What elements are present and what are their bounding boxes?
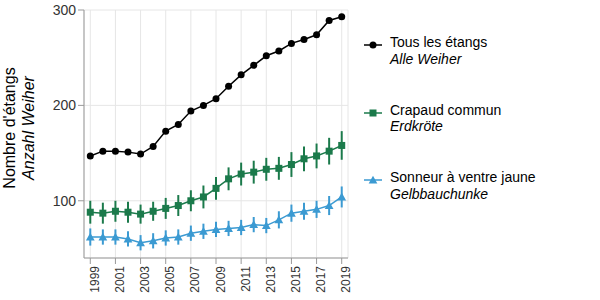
- html-text:Erdkröte: Erdkröte: [390, 118, 443, 135]
- html-text:Crapaud commun: Crapaud commun: [390, 101, 502, 118]
- html-text:Nombre d'étangs: Nombre d'étangs: [1, 67, 18, 189]
- svg-text:2005: 2005: [163, 266, 177, 293]
- html-text:Alle Weiher: Alle Weiher: [390, 50, 462, 67]
- svg-text:2017: 2017: [314, 266, 328, 293]
- svg-text:2003: 2003: [138, 266, 152, 293]
- svg-text:2019: 2019: [339, 266, 353, 293]
- html-text:Sonneur à ventre jaune: Sonneur à ventre jaune: [390, 169, 536, 186]
- svg-text:2015: 2015: [289, 266, 303, 293]
- svg-text:2001: 2001: [113, 266, 127, 293]
- svg-text:2011: 2011: [239, 266, 253, 292]
- html-text:Tous les étangs: Tous les étangs: [390, 34, 488, 50]
- svg-text:200: 200: [53, 97, 77, 113]
- svg-text:100: 100: [53, 193, 77, 209]
- svg-text:1999: 1999: [88, 266, 102, 293]
- svg-text:2013: 2013: [264, 266, 278, 293]
- svg-text:300: 300: [53, 2, 77, 18]
- html-text:Anzahl Weiher: Anzahl Weiher: [20, 76, 38, 180]
- svg-text:2009: 2009: [214, 266, 228, 293]
- svg-text:2007: 2007: [188, 266, 202, 293]
- html-text:Gelbbauchunke: Gelbbauchunke: [390, 186, 489, 202]
